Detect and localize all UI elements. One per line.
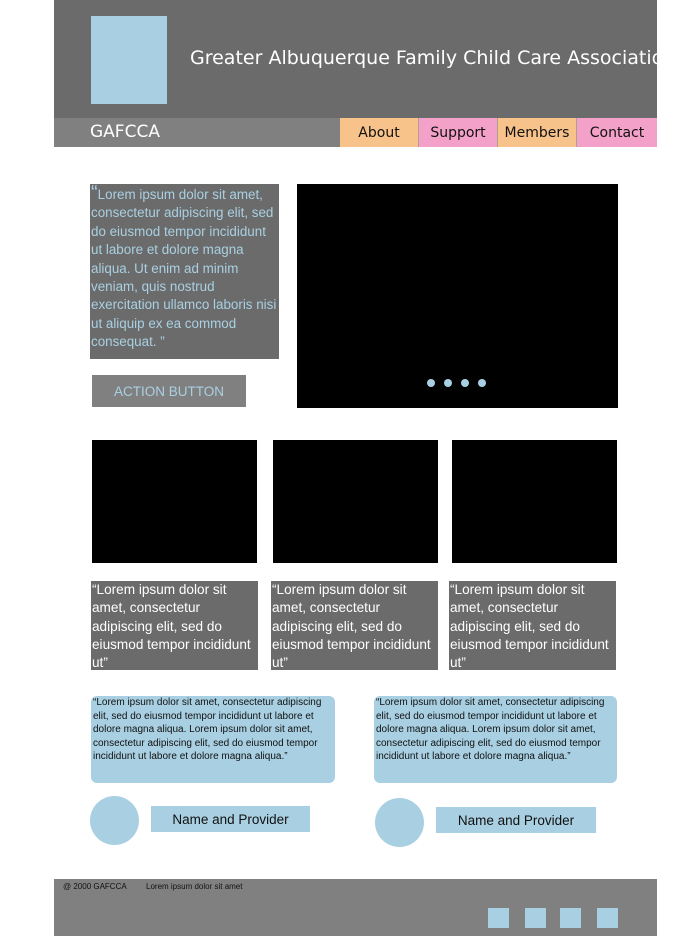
footer: @ 2000 GAFCCA Lorem ipsum dolor sit amet (54, 879, 657, 936)
testimonial-name-2: Name and Provider (436, 807, 596, 833)
slide-indicators (427, 379, 486, 387)
footer-copyright: @ 2000 GAFCCA (63, 882, 127, 891)
nav-item-members[interactable]: Members (498, 118, 577, 147)
social-icon[interactable] (488, 908, 509, 928)
nav-bar: GAFCCA About Support Members Contact (54, 118, 657, 147)
open-quote-mark: “ (91, 182, 98, 204)
slide-dot[interactable] (478, 379, 486, 387)
nav-item-about[interactable]: About (340, 118, 419, 147)
card-text-3: “Lorem ipsum dolor sit amet, consectetur… (449, 581, 616, 670)
card-image-2[interactable] (273, 440, 438, 563)
social-icon[interactable] (597, 908, 618, 928)
header: Greater Albuquerque Family Child Care As… (54, 0, 675, 118)
footer-text: Lorem ipsum dolor sit amet (146, 882, 243, 891)
nav-item-contact[interactable]: Contact (577, 118, 657, 147)
page-title: Greater Albuquerque Family Child Care As… (190, 47, 676, 69)
action-button[interactable]: ACTION BUTTON (92, 375, 246, 407)
slide-dot[interactable] (444, 379, 452, 387)
card-text-2: “Lorem ipsum dolor sit amet, consectetur… (271, 581, 438, 670)
hero-slideshow[interactable] (297, 184, 618, 408)
logo[interactable] (91, 16, 167, 104)
brand-name[interactable]: GAFCCA (90, 122, 160, 142)
testimonial-quote-1: “Lorem ipsum dolor sit amet, consectetur… (91, 696, 335, 783)
social-icon[interactable] (525, 908, 546, 928)
nav-item-support[interactable]: Support (419, 118, 498, 147)
social-icon[interactable] (560, 908, 581, 928)
avatar-2 (375, 798, 424, 847)
avatar-1 (90, 796, 139, 845)
hero-quote: “Lorem ipsum dolor sit amet, consectetur… (90, 182, 279, 359)
testimonial-quote-2: “Lorem ipsum dolor sit amet, consectetur… (374, 696, 617, 783)
slide-dot[interactable] (427, 379, 435, 387)
card-image-3[interactable] (452, 440, 617, 563)
card-text-1: “Lorem ipsum dolor sit amet, consectetur… (91, 581, 258, 670)
slide-dot[interactable] (461, 379, 469, 387)
hero-quote-text: Lorem ipsum dolor sit amet, consectetur … (91, 187, 277, 350)
card-image-1[interactable] (92, 440, 257, 563)
page: Greater Albuquerque Family Child Care As… (54, 0, 675, 936)
testimonial-name-1: Name and Provider (151, 806, 310, 832)
